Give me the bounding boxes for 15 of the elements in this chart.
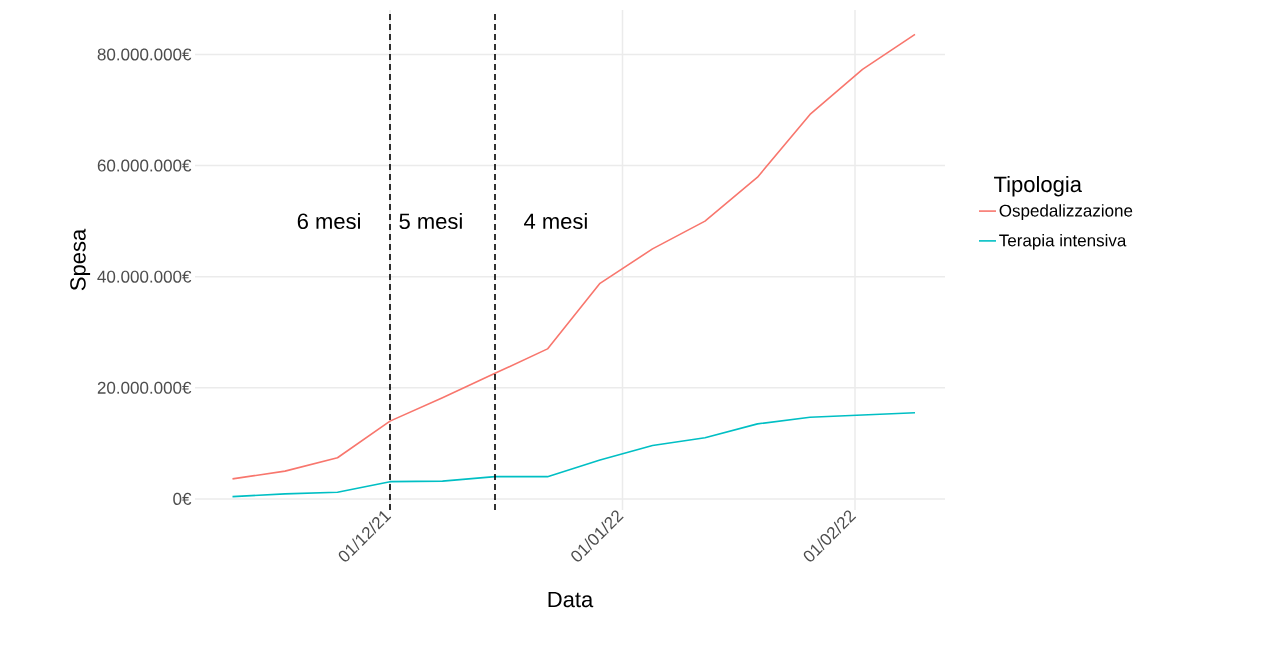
line-series — [231, 33, 916, 480]
y-tick-label: 0€ — [173, 492, 192, 505]
legend-title: Tipologia — [994, 175, 1082, 197]
annotation: 5 mesi — [399, 212, 462, 230]
annotation: 4 mesi — [524, 212, 587, 230]
y-tick-label: 60.000.000€ — [97, 159, 192, 172]
y-tick-label: 40.000.000€ — [97, 270, 192, 283]
y-tick-label: 20.000.000€ — [97, 381, 192, 394]
annotation: 6 mesi — [297, 212, 360, 230]
legend-label: Ospedalizzazione — [999, 204, 1133, 221]
y-tick-label: 80.000.000€ — [97, 48, 192, 61]
x-axis-title: Data — [548, 591, 594, 608]
line-series — [231, 411, 916, 498]
legend-label: Terapia intensiva — [999, 233, 1127, 250]
y-axis-title: Spesa — [70, 228, 91, 291]
